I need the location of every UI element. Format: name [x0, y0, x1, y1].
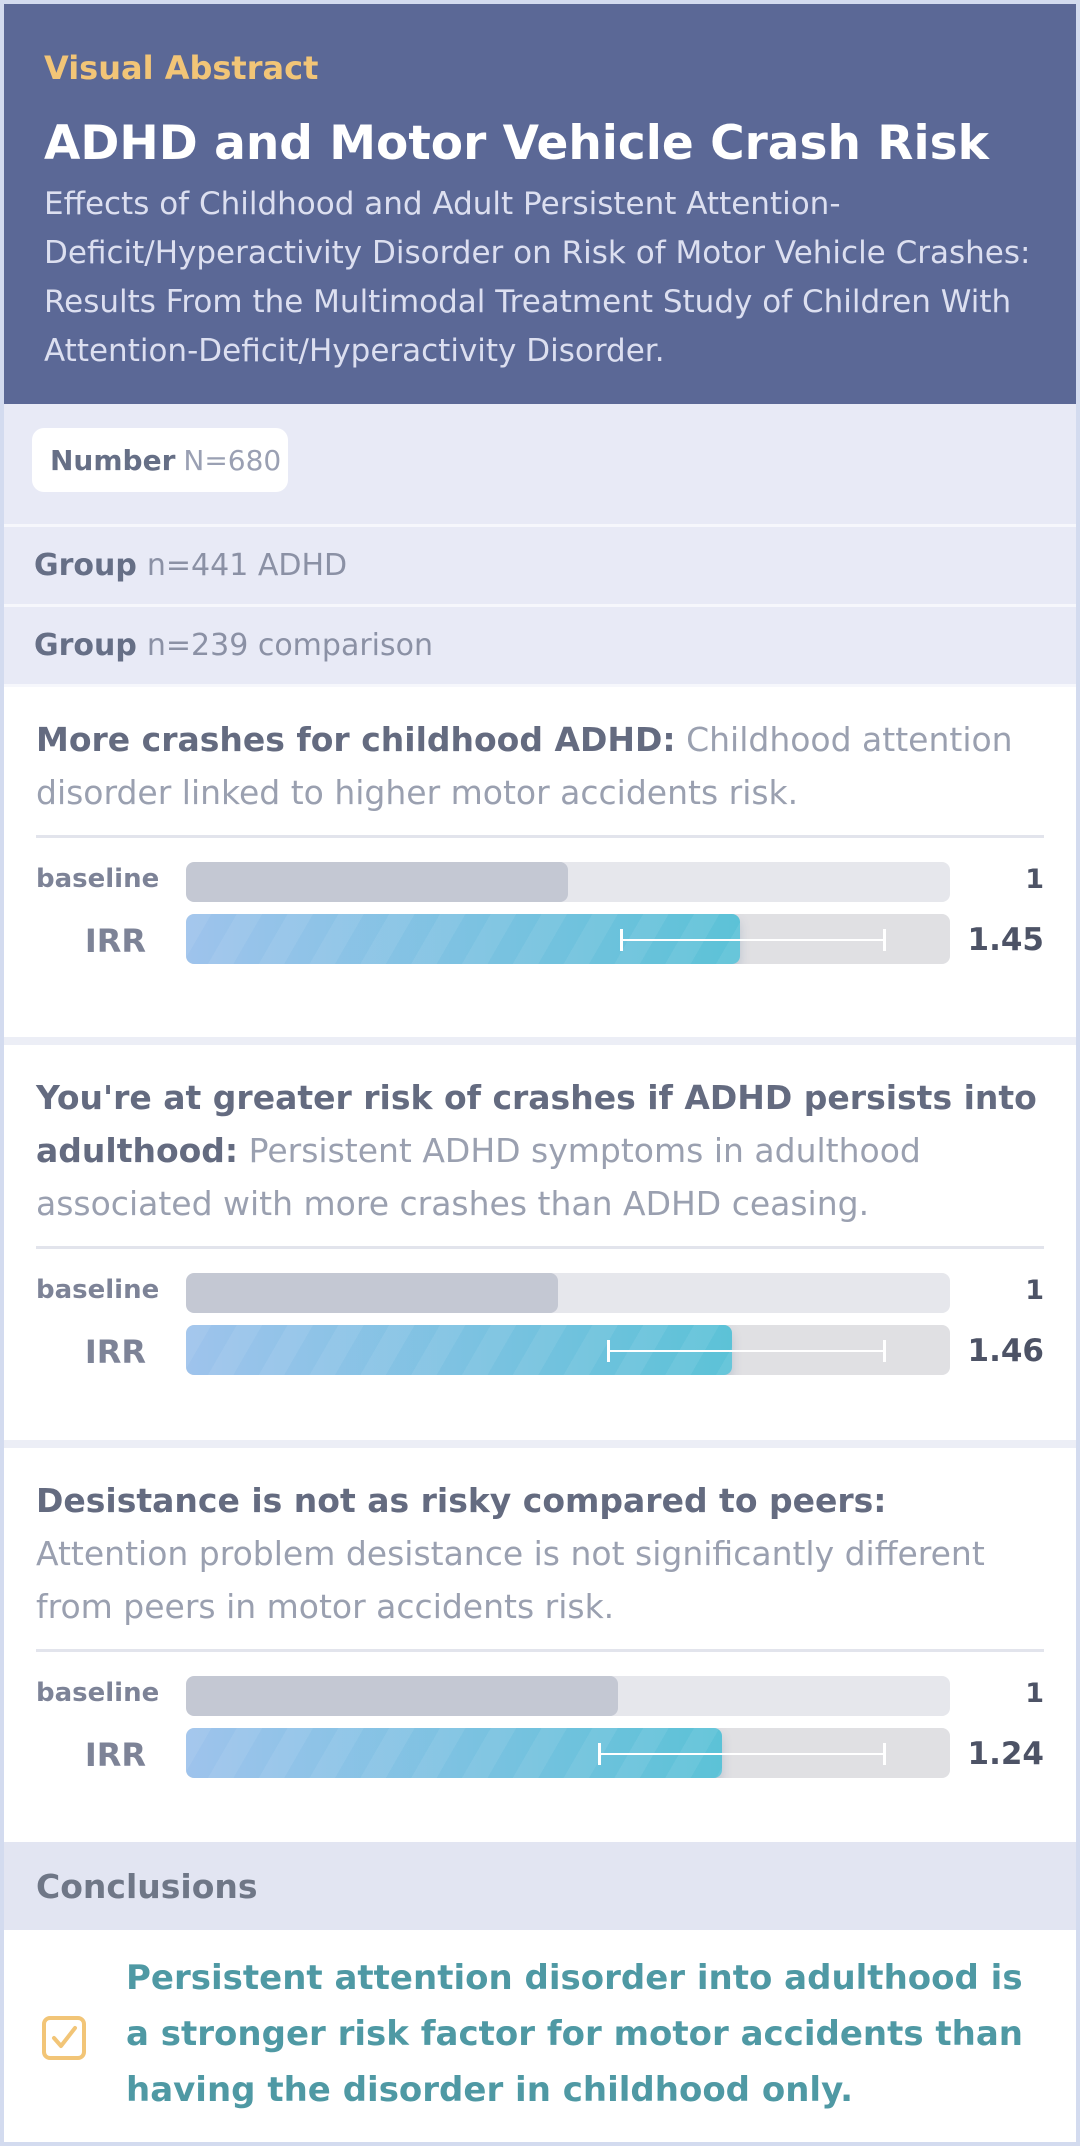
- baseline-label: baseline: [36, 1678, 160, 1708]
- baseline-label: baseline: [36, 864, 160, 894]
- conclusion-text: Persistent attention disorder into adult…: [126, 1958, 1024, 2110]
- finding-card: Desistance is not as risky compared to p…: [4, 1440, 1076, 1843]
- finding-text: Desistance is not as risky compared to p…: [36, 1474, 1044, 1633]
- baseline-bar-row: baseline 1: [36, 856, 1044, 914]
- baseline-track: [186, 1676, 950, 1716]
- page-subtitle: Effects of Childhood and Adult Persisten…: [44, 186, 1031, 369]
- number-value: N=680: [183, 443, 282, 477]
- irr-label: IRR: [84, 1333, 146, 1371]
- baseline-value: 1: [1025, 864, 1044, 895]
- finding-heading: You're at greater risk of crashes if ADH…: [36, 1078, 1037, 1170]
- visual-abstract: Visual Abstract ADHD and Motor Vehicle C…: [4, 4, 1076, 2142]
- baseline-fill: [186, 1273, 559, 1313]
- conclusions-heading: Conclusions: [4, 1842, 1076, 1930]
- irr-bar-row: IRR 1.24: [36, 1728, 1044, 1788]
- confidence-interval: [606, 1340, 887, 1362]
- checkmark-icon: [52, 2026, 77, 2048]
- irr-value: 1.45: [967, 922, 1045, 958]
- group-value: n=239 comparison: [146, 628, 433, 663]
- irr-label: IRR: [84, 1736, 146, 1774]
- page-title: ADHD and Motor Vehicle Crash Risk: [44, 116, 989, 171]
- finding-heading: Desistance is not as risky compared to p…: [36, 1481, 887, 1520]
- group-value: n=441 ADHD: [146, 548, 348, 583]
- number-band: Number N=680: [4, 404, 1076, 527]
- irr-track: [186, 1728, 950, 1778]
- irr-value: 1.24: [967, 1736, 1045, 1772]
- group-row-adhd: Group n=441 ADHD: [4, 527, 1076, 607]
- irr-track: [186, 914, 950, 964]
- finding-card: You're at greater risk of crashes if ADH…: [4, 1037, 1076, 1440]
- baseline-bar-row: baseline 1: [36, 1267, 1044, 1325]
- baseline-fill: [186, 862, 568, 902]
- irr-track: [186, 1325, 950, 1375]
- conclusions-body: Persistent attention disorder into adult…: [4, 1930, 1076, 2142]
- irr-value: 1.46: [967, 1333, 1045, 1369]
- finding-heading: More crashes for childhood ADHD:: [36, 720, 676, 759]
- baseline-bar-row: baseline 1: [36, 1670, 1044, 1728]
- kicker-label: Visual Abstract: [44, 49, 319, 87]
- irr-bar-row: IRR 1.46: [36, 1325, 1044, 1385]
- baseline-value: 1: [1025, 1275, 1044, 1306]
- baseline-track: [186, 862, 950, 902]
- group-label: Group: [34, 548, 137, 583]
- confidence-interval: [620, 929, 886, 951]
- finding-description: Attention problem desistance is not sign…: [36, 1534, 985, 1626]
- baseline-value: 1: [1025, 1678, 1044, 1709]
- checkbox-icon: [42, 2016, 86, 2060]
- divider: [36, 835, 1044, 838]
- divider: [36, 1649, 1044, 1652]
- finding-text: You're at greater risk of crashes if ADH…: [36, 1071, 1044, 1230]
- finding-description: Childhood attention disorder linked to h…: [36, 720, 1013, 812]
- finding-text: More crashes for childhood ADHD: Childho…: [36, 713, 1044, 819]
- baseline-fill: [186, 1676, 618, 1716]
- finding-description: Persistent ADHD symptoms in adulthood as…: [36, 1131, 921, 1223]
- divider: [36, 1246, 1044, 1249]
- number-label: Number: [50, 443, 176, 477]
- baseline-track: [186, 1273, 950, 1313]
- irr-label: IRR: [84, 922, 146, 960]
- group-row-comparison: Group n=239 comparison: [4, 607, 1076, 687]
- header: Visual Abstract ADHD and Motor Vehicle C…: [4, 4, 1076, 404]
- irr-bar-row: IRR 1.45: [36, 914, 1044, 974]
- baseline-label: baseline: [36, 1275, 160, 1305]
- number-badge: Number N=680: [32, 428, 288, 492]
- group-label: Group: [34, 628, 137, 663]
- finding-card: More crashes for childhood ADHD: Childho…: [4, 687, 1076, 1037]
- confidence-interval: [597, 1743, 886, 1765]
